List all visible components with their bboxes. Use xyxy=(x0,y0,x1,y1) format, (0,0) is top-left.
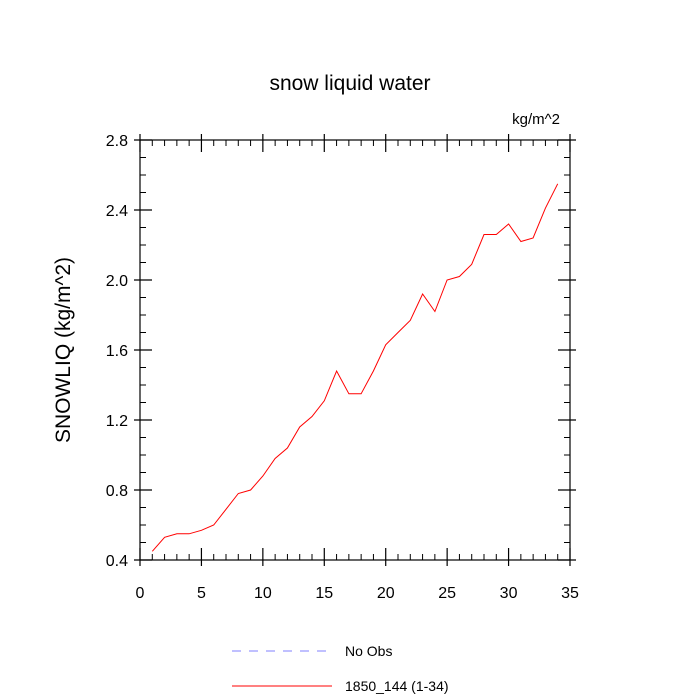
x-tick-label: 30 xyxy=(500,585,518,602)
y-tick-label: 1.6 xyxy=(106,343,128,360)
legend-label: 1850_144 (1-34) xyxy=(345,678,449,694)
legend-label: No Obs xyxy=(345,643,392,659)
x-tick-labels: 0 5 10 15 20 25 30 35 xyxy=(136,585,579,602)
y-axis-label: SNOWLIQ (kg/m^2) xyxy=(52,257,75,443)
x-tick-label: 20 xyxy=(377,585,395,602)
x-tick-label: 25 xyxy=(438,585,456,602)
y-tick-label: 1.2 xyxy=(106,413,128,430)
y-tick-label: 2.0 xyxy=(106,273,128,290)
y-tick-label: 2.8 xyxy=(106,133,128,150)
y-tick-labels: 0.4 0.8 1.2 1.6 2.0 2.4 2.8 xyxy=(106,133,128,570)
tick-marks xyxy=(134,134,576,566)
x-tick-label: 5 xyxy=(197,585,206,602)
units-label: kg/m^2 xyxy=(512,111,560,128)
y-tick-label: 0.8 xyxy=(106,483,128,500)
chart-title: snow liquid water xyxy=(269,72,430,95)
x-tick-label: 35 xyxy=(561,585,579,602)
plot-frame xyxy=(139,139,571,561)
x-tick-label: 15 xyxy=(315,585,333,602)
x-tick-label: 10 xyxy=(254,585,272,602)
series-layer xyxy=(151,183,559,552)
series-line xyxy=(151,183,559,552)
y-tick-label: 0.4 xyxy=(106,553,128,570)
legend: No Obs 1850_144 (1-34) xyxy=(232,643,449,694)
y-tick-label: 2.4 xyxy=(106,203,128,220)
x-tick-label: 0 xyxy=(136,585,145,602)
